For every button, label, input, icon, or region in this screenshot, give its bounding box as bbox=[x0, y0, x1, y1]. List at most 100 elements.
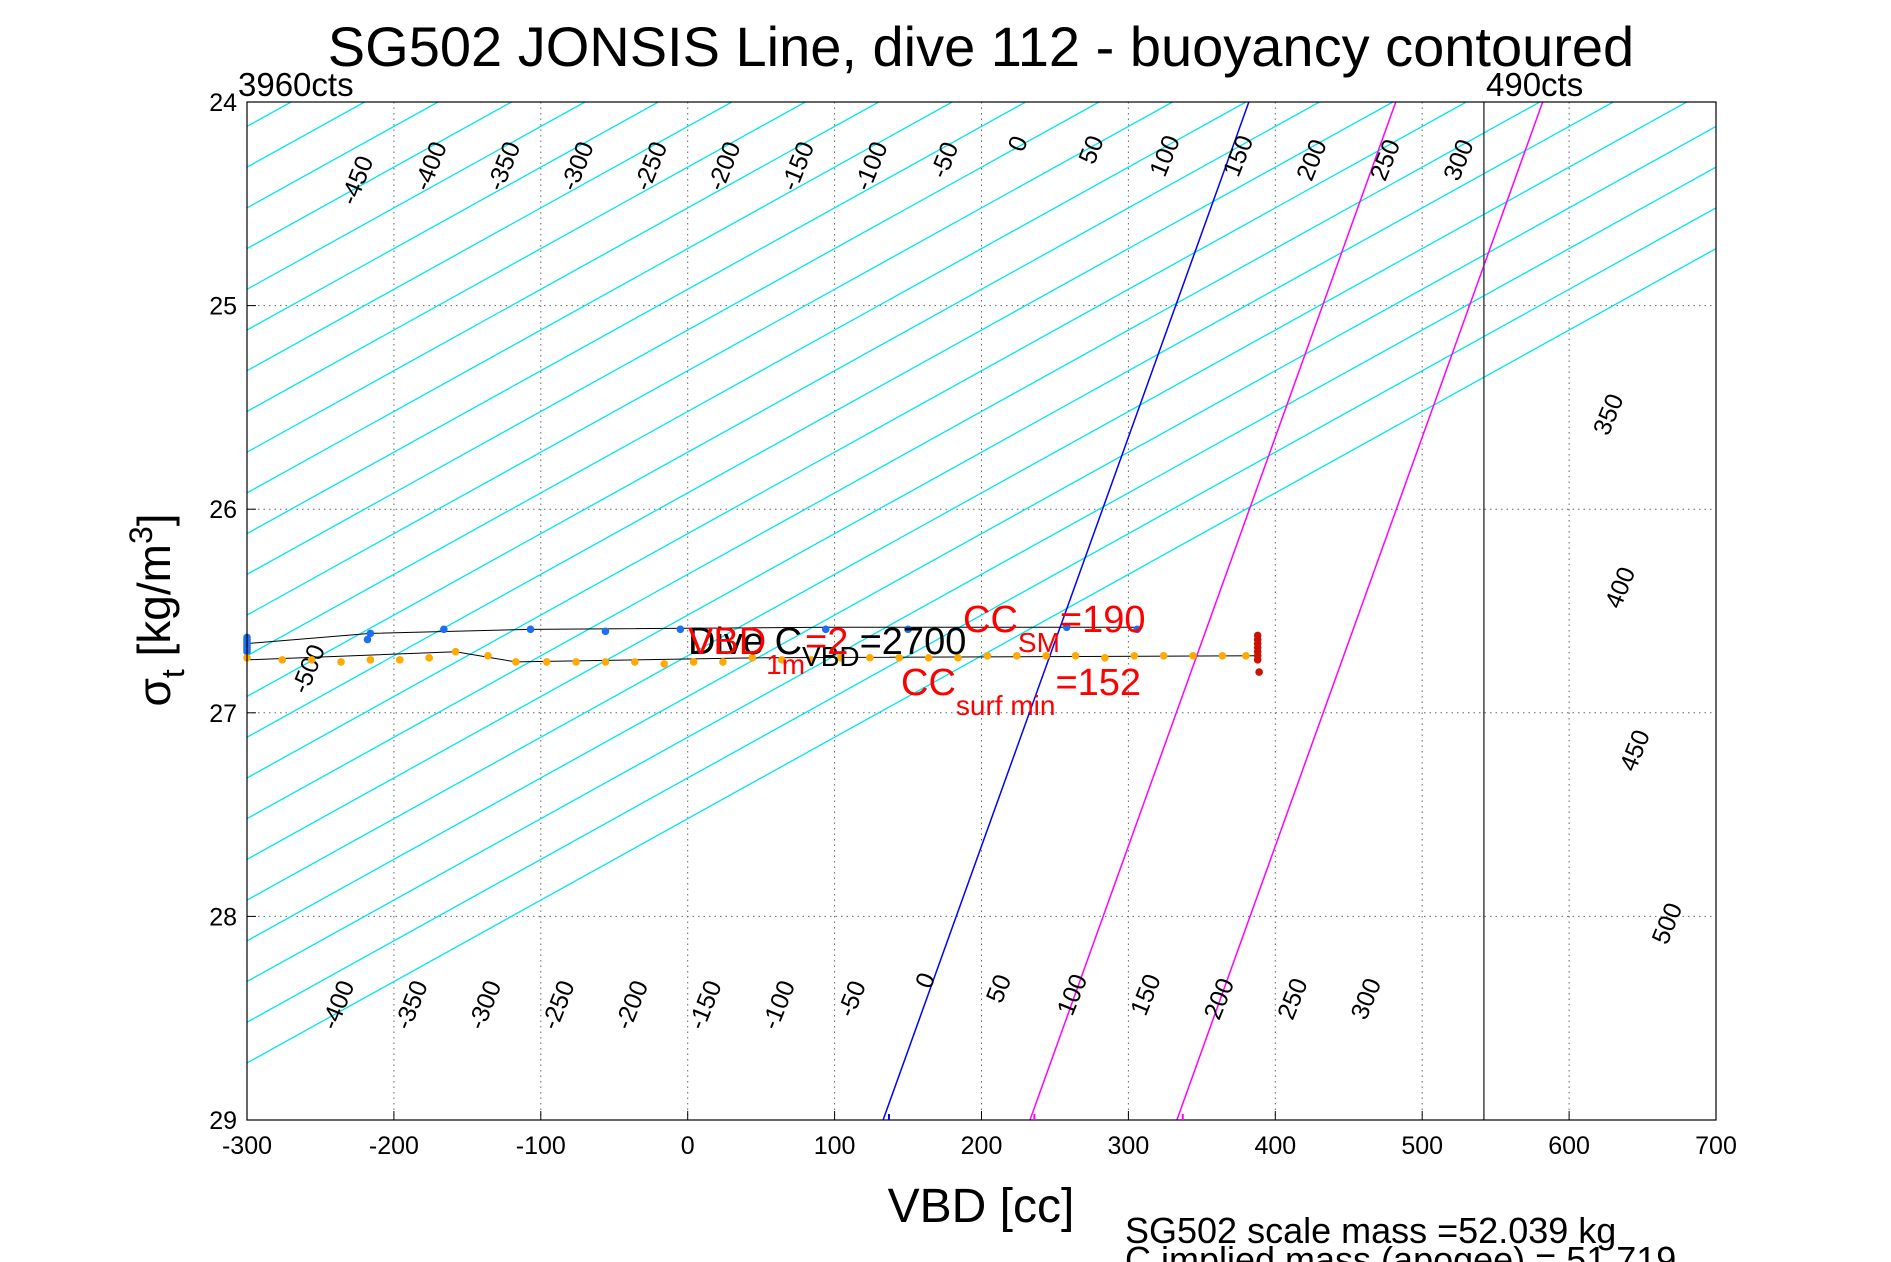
data-point bbox=[631, 658, 639, 666]
contour-line bbox=[247, 102, 1026, 535]
data-point bbox=[1133, 625, 1142, 634]
contour-label: -350 bbox=[482, 138, 527, 195]
contour-label: -300 bbox=[463, 977, 508, 1034]
data-point bbox=[676, 625, 685, 634]
annotation-vbd-1m: VBD1m=2 bbox=[688, 621, 848, 680]
contour-label: -100 bbox=[849, 138, 894, 195]
data-point bbox=[425, 654, 433, 662]
data-point bbox=[660, 660, 668, 668]
data-point bbox=[777, 656, 786, 664]
contour-line bbox=[247, 207, 1716, 1024]
data-point bbox=[601, 627, 610, 636]
x-tick-label: -100 bbox=[516, 1132, 566, 1160]
contour-label: -150 bbox=[683, 977, 728, 1034]
cc-sm-subscript: SM bbox=[1018, 627, 1060, 658]
contour-label: -150 bbox=[775, 138, 820, 195]
data-point bbox=[1218, 651, 1227, 660]
contour-label: -500 bbox=[286, 641, 331, 698]
contour-label: -200 bbox=[702, 138, 747, 195]
data-point bbox=[836, 654, 845, 662]
data-point bbox=[572, 658, 580, 666]
data-point bbox=[748, 654, 757, 662]
contour-line-highlighted bbox=[882, 102, 1250, 1120]
annotation-cc-sm: CCSM=190 bbox=[963, 599, 1145, 658]
contour-line-highlighted bbox=[1176, 102, 1544, 1120]
annotation-dive-cvbd: Dive CVBD=2700 bbox=[688, 621, 966, 672]
contour-label: -250 bbox=[536, 977, 581, 1034]
dive-cvbd-value: =2700 bbox=[860, 621, 967, 663]
y-axis-superscript: 3 bbox=[123, 526, 159, 544]
data-point bbox=[1042, 651, 1050, 660]
x-tick-label: 300 bbox=[1108, 1132, 1150, 1160]
data-point bbox=[1253, 656, 1262, 664]
contour-lines bbox=[0, 102, 1716, 1120]
data-point bbox=[904, 625, 912, 634]
cc-sm-value: =190 bbox=[1060, 599, 1146, 641]
x-tick-label: 0 bbox=[681, 1132, 695, 1160]
contour-line bbox=[247, 102, 586, 291]
contour-line bbox=[0, 102, 144, 1120]
contour-label: 450 bbox=[1614, 726, 1656, 775]
contour-label: 50 bbox=[981, 971, 1017, 1007]
dive-cvbd-subscript: VBD bbox=[802, 641, 860, 672]
data-point bbox=[954, 654, 962, 662]
dive-cvbd-label: Dive C bbox=[688, 621, 802, 663]
x-tick-label: 600 bbox=[1548, 1132, 1590, 1160]
annotation-cc-surf-min: CCsurf min=152 bbox=[901, 662, 1141, 721]
contour-label: -400 bbox=[316, 977, 361, 1034]
data-point bbox=[512, 658, 520, 666]
data-point bbox=[1130, 651, 1139, 660]
contour-line bbox=[247, 102, 1394, 738]
data-point bbox=[307, 656, 316, 664]
contour-label: 250 bbox=[1365, 135, 1407, 184]
data-point bbox=[484, 651, 492, 660]
data-point bbox=[451, 647, 460, 656]
data-point bbox=[366, 629, 375, 638]
data-point bbox=[1071, 651, 1080, 660]
x-tick-label: -300 bbox=[222, 1132, 272, 1160]
x-axis-label: VBD [cc] bbox=[888, 1180, 1075, 1233]
data-point bbox=[1242, 651, 1250, 660]
contour-line bbox=[247, 102, 1100, 576]
footer-scale-mass: SG502 scale mass =52.039 kg bbox=[1125, 1210, 1616, 1251]
contour-label: -200 bbox=[609, 977, 654, 1034]
contour-label: -300 bbox=[555, 138, 600, 195]
y-axis-units: [kg/m bbox=[128, 544, 180, 669]
x-tick-label: 100 bbox=[814, 1132, 856, 1160]
contour-label: -250 bbox=[629, 138, 674, 195]
contour-line bbox=[247, 247, 1716, 1064]
axis-ticks: -300 -200 -100 0 100 200 300 400 500 600 700242526… bbox=[209, 89, 1737, 1160]
contour-label: 100 bbox=[1052, 970, 1094, 1019]
y-tick-label: 24 bbox=[209, 89, 237, 117]
vbd-1m-subscript: 1m bbox=[766, 649, 805, 680]
y-axis-symbol: σ bbox=[128, 678, 180, 706]
contour-label: -50 bbox=[832, 977, 871, 1021]
vbd-1m-label: VBD bbox=[688, 621, 766, 663]
y-tick-label: 25 bbox=[209, 293, 237, 321]
data-point bbox=[366, 656, 375, 664]
data-point bbox=[1062, 623, 1071, 632]
contour-label: -350 bbox=[389, 977, 434, 1034]
cc-surf-label: CC bbox=[901, 662, 956, 704]
footer-implied-mass: C implied mass (apogee) = 51.719 bbox=[1125, 1239, 1676, 1262]
data-point bbox=[1255, 668, 1263, 676]
data-point bbox=[601, 658, 610, 666]
data-points bbox=[243, 623, 1263, 676]
data-point bbox=[526, 625, 535, 634]
x-tick-label: -200 bbox=[369, 1132, 419, 1160]
data-point bbox=[363, 635, 372, 644]
contour-label: 200 bbox=[1291, 135, 1333, 184]
contour-label: 500 bbox=[1647, 899, 1689, 948]
data-point bbox=[1159, 651, 1168, 660]
contour-label: 50 bbox=[1073, 132, 1109, 168]
contour-line bbox=[0, 102, 71, 1120]
data-point bbox=[866, 654, 874, 662]
cc-sm-label: CC bbox=[963, 599, 1018, 641]
x-tick-label: 500 bbox=[1401, 1132, 1443, 1160]
contour-label: -100 bbox=[756, 977, 801, 1034]
contour-line bbox=[247, 102, 512, 250]
contour-line bbox=[247, 102, 659, 331]
cc-surf-value: =152 bbox=[1055, 662, 1141, 704]
contour-label: 250 bbox=[1272, 974, 1314, 1023]
